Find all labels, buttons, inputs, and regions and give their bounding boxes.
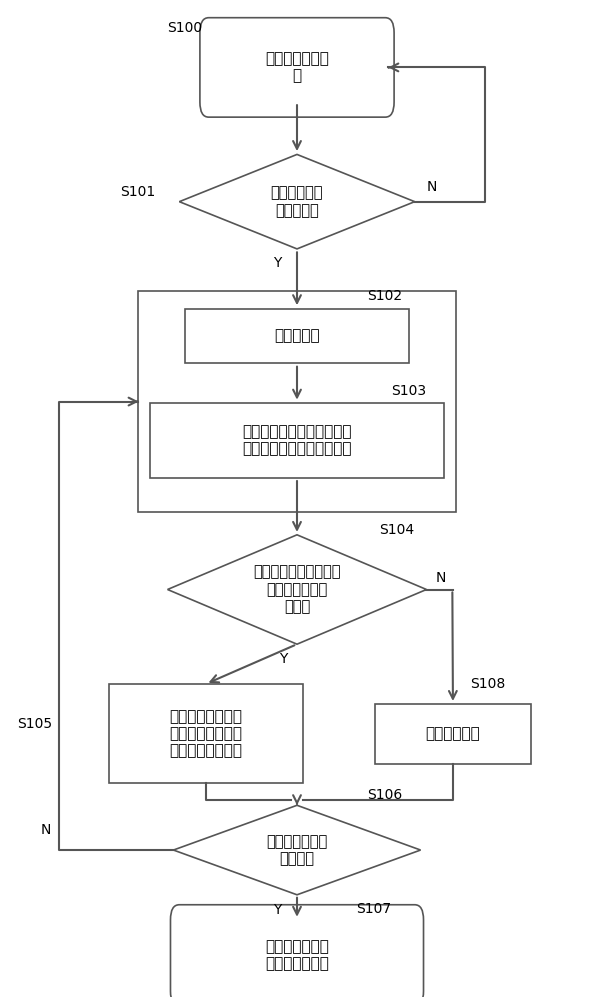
Text: Y: Y [273,256,282,270]
FancyBboxPatch shape [200,18,394,117]
Text: S101: S101 [121,185,156,199]
Text: N: N [41,823,52,837]
FancyBboxPatch shape [185,309,409,363]
Polygon shape [173,805,421,895]
Text: S107: S107 [356,902,391,916]
Text: 接收用于调节驱动电机目标
转速的调速开关的档位信号: 接收用于调节驱动电机目标 转速的调速开关的档位信号 [242,424,352,457]
Text: N: N [435,571,446,585]
Text: Y: Y [279,652,287,666]
FancyBboxPatch shape [150,403,444,478]
Text: 取力器摘挡，车
辆进入行驶状态: 取力器摘挡，车 辆进入行驶状态 [265,939,329,972]
Text: 驱动电机按照与所
述调速开关挡位匹
配的目标转速运行: 驱动电机按照与所 述调速开关挡位匹 配的目标转速运行 [169,709,242,759]
Text: 关闭驱动电机: 关闭驱动电机 [425,726,481,741]
Polygon shape [179,154,415,249]
Text: S103: S103 [391,384,426,398]
Text: S100: S100 [168,21,203,35]
Text: 取力器挂档: 取力器挂档 [274,328,320,343]
Text: S108: S108 [470,677,506,691]
Text: S105: S105 [17,717,53,731]
FancyBboxPatch shape [375,704,531,764]
FancyBboxPatch shape [109,684,303,783]
Text: S106: S106 [368,788,403,802]
FancyBboxPatch shape [170,905,424,1000]
Text: S104: S104 [380,523,415,537]
Text: 车辆处于行驶状
态: 车辆处于行驶状 态 [265,51,329,84]
Bar [138,291,456,512]
Text: Y: Y [273,903,282,917]
Text: N: N [426,180,437,194]
Text: 调速开关输出的档位信
号对应的电压值
正常？: 调速开关输出的档位信 号对应的电压值 正常？ [253,565,341,614]
Polygon shape [168,535,426,644]
Text: 上装工作模式
条件成立？: 上装工作模式 条件成立？ [271,185,323,218]
Text: 车辆行驶模式条
件成立？: 车辆行驶模式条 件成立？ [266,834,328,866]
Text: S102: S102 [368,289,403,303]
